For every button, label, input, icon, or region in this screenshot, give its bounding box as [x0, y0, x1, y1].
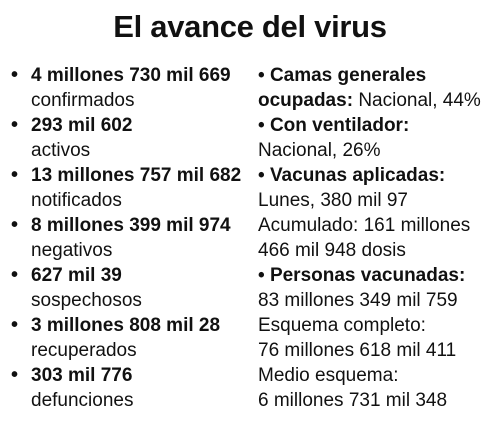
- stat-value: 4 millones 730 mil 669: [31, 65, 231, 86]
- medio-esquema-label: Medio esquema:: [258, 365, 399, 386]
- stat-value: 8 millones 399 mil 974: [31, 215, 231, 236]
- personas-heading: • Personas vacunadas:: [258, 263, 500, 288]
- vacunas-section: • Vacunas aplicadas: Lunes, 380 mil 97 A…: [258, 163, 500, 263]
- personas-total: 83 millones 349 mil 759: [258, 290, 458, 311]
- personas-heading-text: Personas vacunadas:: [269, 265, 466, 286]
- bullet-icon: •: [11, 364, 19, 386]
- stat-label: confirmados: [31, 90, 135, 111]
- bullet-icon: •: [11, 314, 19, 336]
- bullet-icon: •: [11, 264, 19, 286]
- stat-sospechosos: • 627 mil 39 sospechosos: [6, 263, 256, 313]
- stat-label: activos: [31, 140, 91, 161]
- stat-value: 3 millones 808 mil 28: [31, 315, 221, 336]
- bullet-icon: •: [258, 65, 265, 86]
- camas-value-line: ocupadas: Nacional, 44%: [258, 88, 500, 113]
- ventilador-value: Nacional, 26%: [258, 140, 381, 161]
- stat-recuperados: • 3 millones 808 mil 28 recuperados: [6, 313, 256, 363]
- page-title: El avance del virus: [113, 9, 387, 44]
- esquema-completo-value: 76 millones 618 mil 411: [258, 340, 457, 361]
- medio-esquema-value: 6 millones 731 mil 348: [258, 390, 448, 411]
- stats-right-column: • Camas generales ocupadas: Nacional, 44…: [258, 63, 500, 413]
- stat-defunciones: • 303 mil 776 defunciones: [6, 363, 256, 413]
- camas-heading: • Camas generales: [258, 63, 500, 88]
- stats-left-column: • 4 millones 730 mil 669 confirmados • 2…: [6, 63, 256, 413]
- bullet-icon: •: [258, 115, 265, 136]
- bullet-icon: •: [11, 214, 19, 236]
- bullet-icon: •: [11, 114, 19, 136]
- stat-label: sospechosos: [31, 290, 142, 311]
- ventilador-heading-text: Con ventilador:: [269, 115, 410, 136]
- vacunas-acumulado: Acumulado: 161 millones: [258, 215, 471, 236]
- vacunas-lunes: Lunes, 380 mil 97: [258, 190, 408, 211]
- ventilador-section: • Con ventilador: Nacional, 26%: [258, 113, 500, 163]
- stat-label: recuperados: [31, 340, 137, 361]
- vacunas-acumulado-cont: 466 mil 948 dosis: [258, 240, 406, 261]
- stat-value: 293 mil 602: [31, 115, 133, 136]
- vacunas-heading: • Vacunas aplicadas:: [258, 163, 500, 188]
- bullet-icon: •: [11, 164, 19, 186]
- stat-confirmados: • 4 millones 730 mil 669 confirmados: [6, 63, 256, 113]
- stat-value: 13 millones 757 mil 682: [31, 165, 242, 186]
- stat-value: 627 mil 39: [31, 265, 122, 286]
- vacunas-heading-text: Vacunas aplicadas:: [269, 165, 446, 186]
- stat-label: negativos: [31, 240, 113, 261]
- stat-value: 303 mil 776: [31, 365, 133, 386]
- camas-heading-cont: ocupadas:: [258, 90, 354, 111]
- camas-value: Nacional, 44%: [358, 90, 481, 111]
- stat-label: defunciones: [31, 390, 134, 411]
- stat-notificados: • 13 millones 757 mil 682 notificados: [6, 163, 256, 213]
- esquema-completo-label: Esquema completo:: [258, 315, 426, 336]
- ventilador-heading: • Con ventilador:: [258, 113, 500, 138]
- camas-section: • Camas generales ocupadas: Nacional, 44…: [258, 63, 500, 113]
- bullet-icon: •: [258, 165, 265, 186]
- personas-section: • Personas vacunadas: 83 millones 349 mi…: [258, 263, 500, 413]
- bullet-icon: •: [258, 265, 265, 286]
- stat-negativos: • 8 millones 399 mil 974 negativos: [6, 213, 256, 263]
- stat-activos: • 293 mil 602 activos: [6, 113, 256, 163]
- stat-label: notificados: [31, 190, 122, 211]
- camas-heading-text: Camas generales: [269, 65, 427, 86]
- bullet-icon: •: [11, 64, 19, 86]
